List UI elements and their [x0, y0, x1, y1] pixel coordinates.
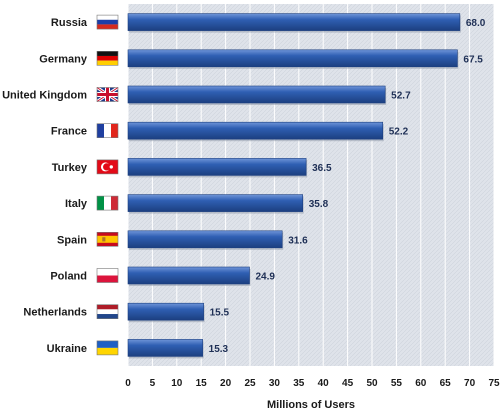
category-label: Germany: [39, 53, 88, 65]
category-label: Netherlands: [23, 307, 87, 319]
x-tick-label: 55: [391, 378, 403, 389]
flag-netherlands-icon: [96, 304, 119, 320]
x-tick-label: 40: [318, 378, 330, 389]
flag-russia-icon: [96, 14, 119, 30]
x-axis-title: Millions of Users: [267, 399, 355, 411]
flag-united-kingdom-icon: [96, 86, 119, 103]
bar-value-label: 36.5: [312, 163, 332, 174]
x-tick-label: 60: [415, 378, 427, 389]
bars: [127, 13, 461, 359]
x-tick-label: 0: [125, 378, 131, 389]
x-tick-label: 45: [342, 378, 354, 389]
bar-value-label: 24.9: [256, 272, 276, 283]
value-labels: 68.0 67.5 52.7 52.2 36.5 35.8 31.6 24.9 15.5 15.3: [209, 18, 486, 355]
bar: [127, 158, 307, 176]
bar: [127, 121, 384, 140]
bar: [127, 266, 250, 285]
bar-value-label: 31.6: [288, 235, 308, 246]
x-tick-label: 25: [244, 378, 256, 389]
category-label: Turkey: [52, 162, 88, 174]
bar: [127, 230, 283, 249]
x-tick-label: 10: [171, 378, 183, 389]
flag-turkey-icon: [96, 159, 119, 175]
category-labels: Russia Germany United Kingdom France Turkey I…: [2, 17, 88, 355]
bar-value-label: 35.8: [309, 199, 329, 210]
x-tick-label: 50: [366, 378, 378, 389]
x-tick-labels: 0 5 10 15 20 25 30 35 40 45 50 55 60 65 70 75: [125, 378, 500, 389]
bar-value-label: 68.0: [466, 18, 486, 29]
x-tick-label: 20: [220, 378, 232, 389]
bar: [127, 194, 304, 212]
x-tick-label: 30: [269, 378, 281, 389]
bar-value-label: 67.5: [463, 54, 483, 65]
x-tick-label: 65: [440, 378, 452, 389]
bar: [127, 339, 203, 357]
x-tick-label: 15: [196, 378, 208, 389]
category-label: Spain: [57, 234, 87, 246]
x-tick-label: 70: [464, 378, 476, 389]
bar-value-label: 15.5: [210, 308, 230, 319]
bar-value-label: 52.2: [389, 127, 409, 138]
category-label: Russia: [51, 17, 88, 29]
bar: [127, 13, 461, 31]
flag-france-icon: [96, 123, 119, 138]
bar: [127, 49, 458, 68]
bar-value-label: 52.7: [391, 91, 411, 102]
category-label: France: [51, 126, 87, 138]
x-tick-label: 35: [293, 378, 305, 389]
flag-ukraine-icon: [96, 340, 119, 356]
category-label: United Kingdom: [2, 90, 87, 102]
category-label: Ukraine: [47, 343, 87, 355]
category-label: Italy: [65, 198, 88, 210]
flag-poland-icon: [96, 268, 119, 283]
flags: [96, 14, 119, 356]
x-tick-label: 75: [488, 378, 500, 389]
x-tick-label: 5: [150, 378, 156, 389]
flag-spain-icon: [96, 232, 119, 247]
bar-value-label: 15.3: [209, 344, 229, 355]
bar: [127, 302, 204, 321]
flag-germany-icon: [96, 50, 119, 66]
flag-italy-icon: [96, 195, 119, 211]
bar: [127, 85, 386, 104]
category-label: Poland: [50, 271, 87, 283]
